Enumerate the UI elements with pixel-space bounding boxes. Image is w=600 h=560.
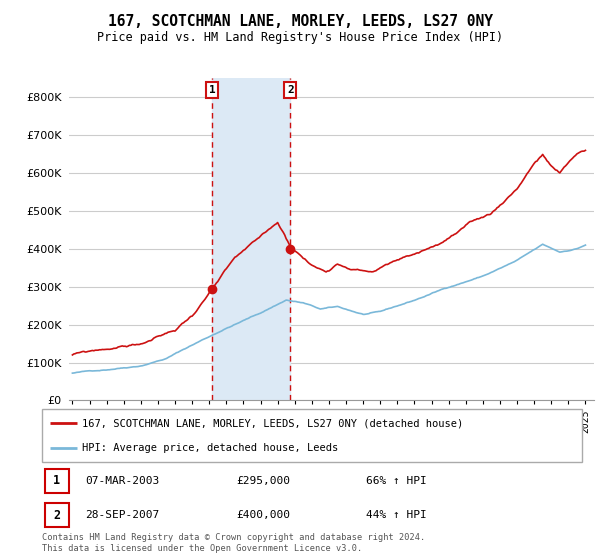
Text: 1: 1 bbox=[53, 474, 61, 487]
FancyBboxPatch shape bbox=[45, 469, 69, 493]
Text: Price paid vs. HM Land Registry's House Price Index (HPI): Price paid vs. HM Land Registry's House … bbox=[97, 31, 503, 44]
Text: £400,000: £400,000 bbox=[236, 510, 290, 520]
Text: 1: 1 bbox=[209, 85, 215, 95]
FancyBboxPatch shape bbox=[45, 503, 69, 528]
Text: 44% ↑ HPI: 44% ↑ HPI bbox=[366, 510, 427, 520]
Text: 07-MAR-2003: 07-MAR-2003 bbox=[85, 476, 160, 486]
Text: 28-SEP-2007: 28-SEP-2007 bbox=[85, 510, 160, 520]
Text: 167, SCOTCHMAN LANE, MORLEY, LEEDS, LS27 0NY: 167, SCOTCHMAN LANE, MORLEY, LEEDS, LS27… bbox=[107, 14, 493, 29]
Text: 2: 2 bbox=[287, 85, 293, 95]
Text: HPI: Average price, detached house, Leeds: HPI: Average price, detached house, Leed… bbox=[83, 442, 339, 452]
Bar bbox=[212, 78, 290, 400]
Text: 2: 2 bbox=[53, 508, 61, 521]
Text: £295,000: £295,000 bbox=[236, 476, 290, 486]
Text: Contains HM Land Registry data © Crown copyright and database right 2024.
This d: Contains HM Land Registry data © Crown c… bbox=[42, 533, 425, 553]
FancyBboxPatch shape bbox=[42, 409, 582, 462]
Text: 66% ↑ HPI: 66% ↑ HPI bbox=[366, 476, 427, 486]
Text: 167, SCOTCHMAN LANE, MORLEY, LEEDS, LS27 0NY (detached house): 167, SCOTCHMAN LANE, MORLEY, LEEDS, LS27… bbox=[83, 418, 464, 428]
